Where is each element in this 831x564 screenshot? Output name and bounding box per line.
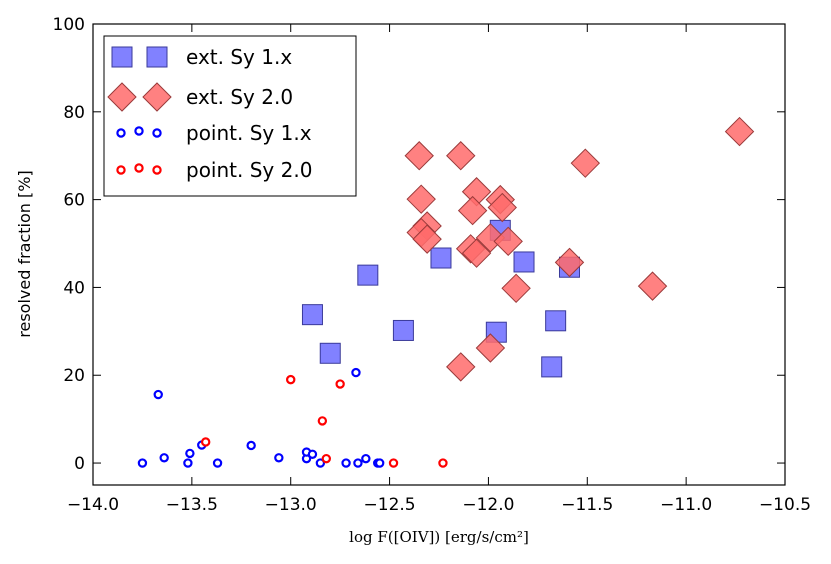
- legend-entry-ext-sy20: ext. Sy 2.0: [107, 82, 293, 112]
- legend-entry-ext-sy1x: ext. Sy 1.x: [111, 45, 292, 69]
- y-tick-label: 80: [63, 103, 85, 123]
- legend-entry-point-sy20: point. Sy 2.0: [116, 158, 312, 182]
- point-sy1x-point: [137, 458, 148, 468]
- ext-sy20-point: [637, 271, 668, 301]
- point-sy1x-point: [315, 458, 326, 468]
- x-tick-label: −13.5: [166, 495, 218, 515]
- y-tick-label: 0: [74, 454, 85, 474]
- point-sy1x-point: [183, 458, 193, 468]
- legend-label: point. Sy 1.x: [186, 121, 312, 145]
- ext-sy20-point: [446, 141, 476, 171]
- ext-sy1x-point: [541, 356, 563, 378]
- point-sy20-point: [321, 453, 332, 464]
- point-sy1x-point: [374, 458, 385, 468]
- x-axis-label: log F([OIV]) [erg/s/cm²]: [349, 528, 529, 546]
- series-ext-sy1x: [301, 219, 580, 378]
- point-sy1x-point: [212, 458, 223, 468]
- point-sy20-point: [286, 374, 296, 385]
- ext-sy1x-point: [319, 342, 341, 364]
- legend-marker: [107, 82, 137, 112]
- ext-sy1x-point: [513, 251, 535, 273]
- ext-sy20-point: [475, 333, 506, 363]
- plot-frame: [92, 23, 786, 486]
- ext-sy20-point: [570, 148, 601, 178]
- ext-sy1x-point: [392, 319, 414, 341]
- legend-marker: [116, 128, 126, 138]
- y-tick-label: 60: [63, 191, 85, 211]
- ext-sy20-point: [501, 273, 531, 304]
- ext-sy20-point: [446, 352, 476, 382]
- ext-sy20-point: [404, 141, 434, 171]
- x-tick-label: −12.5: [364, 495, 416, 515]
- tick-marks: [92, 23, 786, 485]
- point-sy1x-point: [274, 453, 284, 463]
- legend-marker: [134, 163, 144, 173]
- point-sy1x-point: [341, 458, 351, 468]
- legend-entry-point-sy1x: point. Sy 1.x: [116, 121, 312, 145]
- point-sy1x-point: [159, 453, 169, 463]
- legend-label: ext. Sy 1.x: [186, 45, 292, 69]
- point-sy1x-point: [307, 449, 318, 459]
- ext-sy1x-point: [545, 310, 567, 332]
- ext-sy20-point: [457, 195, 488, 226]
- legend-marker: [152, 165, 162, 175]
- point-sy20-point: [438, 458, 448, 468]
- legend: ext. Sy 1.x ext. Sy 2.0 point. Sy 1.x point…: [103, 35, 357, 197]
- legend-label: point. Sy 2.0: [186, 158, 312, 182]
- legend-marker: [146, 46, 168, 68]
- ext-sy1x-point: [301, 304, 323, 326]
- ext-sy20-point: [724, 116, 755, 147]
- legend-marker: [111, 46, 133, 68]
- point-sy20-point: [335, 379, 345, 389]
- x-tick-label: −14.0: [67, 495, 119, 515]
- legend-marker: [134, 126, 144, 136]
- x-tick-label: −11.5: [561, 495, 613, 515]
- point-sy1x-point: [246, 440, 256, 451]
- tick-labels: −14.0 −13.5 −13.0 −12.5 −12.0 −11.5 −11.0 −10.5…: [53, 15, 812, 515]
- point-sy20-point: [388, 458, 399, 468]
- ext-sy1x-point: [430, 247, 452, 269]
- ext-sy1x-point: [357, 264, 379, 286]
- y-tick-label: 20: [63, 366, 85, 386]
- y-tick-label: 40: [63, 278, 85, 298]
- y-tick-label: 100: [53, 15, 85, 35]
- legend-marker: [142, 82, 172, 112]
- legend-marker: [152, 128, 162, 138]
- ext-sy20-point: [493, 226, 523, 257]
- x-tick-label: −12.0: [462, 495, 514, 515]
- ext-sy20-point: [554, 247, 585, 278]
- ext-sy20-point: [412, 224, 442, 254]
- legend-marker: [116, 165, 126, 175]
- point-sy1x-point: [353, 458, 363, 468]
- point-sy1x-point: [361, 453, 371, 464]
- x-tick-label: −11.0: [660, 495, 712, 515]
- x-tick-label: −10.5: [759, 495, 811, 515]
- point-sy1x-point: [185, 448, 195, 459]
- point-sy20-point: [317, 416, 328, 426]
- point-sy20-point: [200, 437, 211, 447]
- ext-sy20-point: [461, 238, 492, 268]
- series-ext-sy20: [404, 116, 755, 382]
- ext-sy20-point: [487, 192, 517, 223]
- ext-sy20-point: [406, 184, 436, 214]
- legend-label: ext. Sy 2.0: [186, 85, 293, 109]
- x-tick-label: −13.0: [265, 495, 317, 515]
- y-axis-label: resolved fraction [%]: [15, 170, 34, 337]
- legend-box: [103, 35, 357, 197]
- series-point: [137, 367, 448, 468]
- point-sy1x-point: [351, 367, 361, 378]
- point-sy1x-point: [153, 389, 163, 400]
